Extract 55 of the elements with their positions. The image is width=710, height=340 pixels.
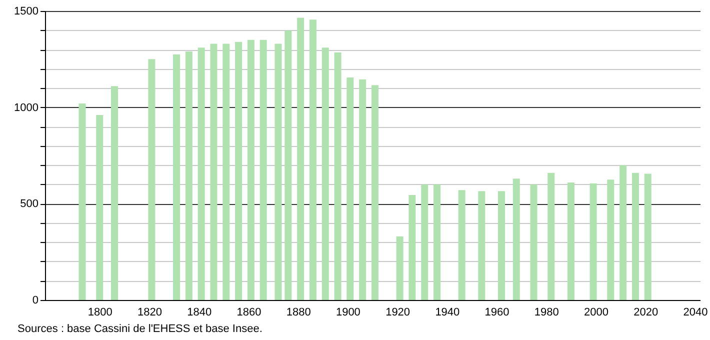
bar [458, 190, 466, 300]
bar [498, 191, 505, 300]
bar [78, 103, 86, 300]
bar [322, 48, 329, 300]
bar [590, 183, 597, 300]
bar [284, 30, 292, 300]
x-tick-label: 1800 [88, 306, 112, 318]
y-tick-label: 1000 [14, 102, 38, 114]
bar [620, 165, 627, 300]
x-tick-label: 2020 [634, 306, 658, 318]
source-note: Sources : base Cassini de l'EHESS et base Insee. [18, 323, 262, 335]
bar [644, 174, 652, 300]
bar [346, 77, 354, 300]
bar [297, 18, 304, 300]
bar [408, 194, 416, 300]
bar [371, 85, 378, 300]
x-tick-label: 1880 [286, 306, 311, 318]
bar [567, 182, 574, 300]
x-tick-label: 1980 [534, 306, 559, 318]
x-tick-label: 1820 [137, 306, 162, 318]
bar [247, 40, 254, 300]
bar [434, 184, 440, 300]
bar [185, 51, 192, 300]
bar [198, 48, 205, 300]
y-tick-label: 500 [20, 198, 38, 210]
x-tick-label: 1920 [386, 306, 410, 318]
bar [210, 44, 218, 300]
bar [607, 180, 614, 300]
bar [222, 44, 230, 300]
bar [111, 86, 118, 300]
bar [148, 59, 156, 300]
bar [309, 20, 316, 300]
x-tick-label: 2040 [683, 306, 708, 318]
bar [548, 172, 555, 300]
bar [421, 184, 428, 300]
bar [478, 191, 486, 300]
x-tick-label: 1900 [336, 306, 360, 318]
x-tick-label: 1940 [435, 306, 460, 318]
bar [396, 236, 404, 300]
bar [96, 115, 104, 300]
bar [235, 42, 242, 300]
bar [260, 40, 267, 300]
x-tick-label: 1960 [484, 306, 510, 318]
x-tick-label: 2000 [584, 306, 609, 318]
x-tick-label: 1860 [236, 306, 262, 318]
bar [512, 178, 520, 300]
y-tick-label: 1500 [14, 6, 38, 18]
y-tick-label: 0 [32, 294, 38, 306]
bar [359, 79, 366, 300]
bar [173, 54, 180, 300]
x-tick-label: 1840 [187, 306, 212, 318]
bar [274, 44, 282, 300]
bar [530, 184, 538, 300]
bar [334, 52, 342, 300]
bar [632, 172, 639, 300]
